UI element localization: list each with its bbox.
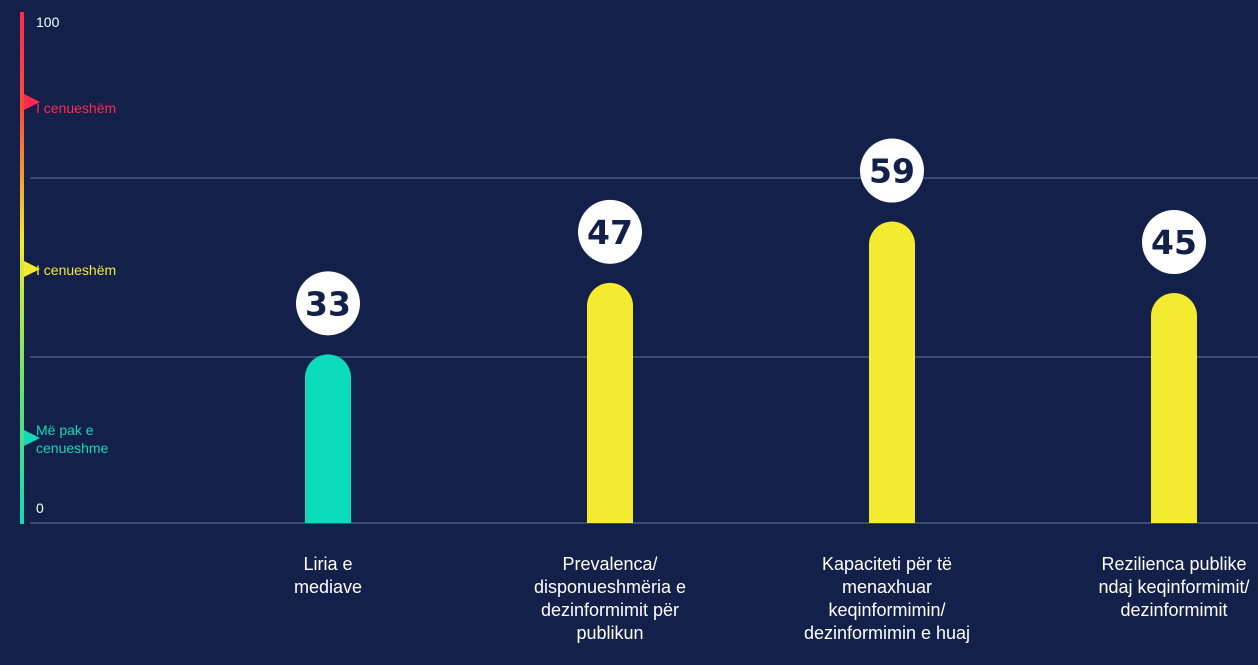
value-badge-1: [296, 271, 360, 336]
band-label-medium: I cenueshëm: [36, 262, 117, 278]
value-badge-4: [1142, 210, 1206, 275]
category-label-3: Kapaciteti për të menaxhuar keqinformimi…: [803, 554, 971, 643]
band-marker-3: [24, 430, 40, 446]
band-marker-2: [24, 261, 40, 277]
y-scale-bar: [20, 12, 24, 524]
category-label-2: Prevalenca/ disponueshmëria e dezinformi…: [533, 554, 687, 643]
bar-3: [869, 221, 915, 523]
value-label-1: 33: [305, 284, 351, 323]
value-badge-3: [860, 138, 924, 203]
category-label-4: Rezilienca publike ndaj keqinformimit/ d…: [1098, 554, 1250, 620]
bar-4: [1151, 293, 1197, 523]
bar-2: [587, 282, 633, 523]
band-label-high: I cenueshëm: [36, 100, 117, 116]
y-tick-max: 100: [36, 14, 60, 30]
band-marker-1: [24, 94, 40, 110]
y-tick-min: 0: [36, 500, 44, 516]
value-label-4: 45: [1151, 223, 1197, 262]
value-badge-2: [578, 199, 642, 264]
band-label-low: Më pak e cenueshme: [36, 422, 109, 456]
value-label-2: 47: [587, 213, 633, 252]
bar-1: [305, 354, 351, 523]
value-label-3: 59: [869, 152, 915, 191]
category-label-1: Liria e mediave: [293, 554, 363, 597]
